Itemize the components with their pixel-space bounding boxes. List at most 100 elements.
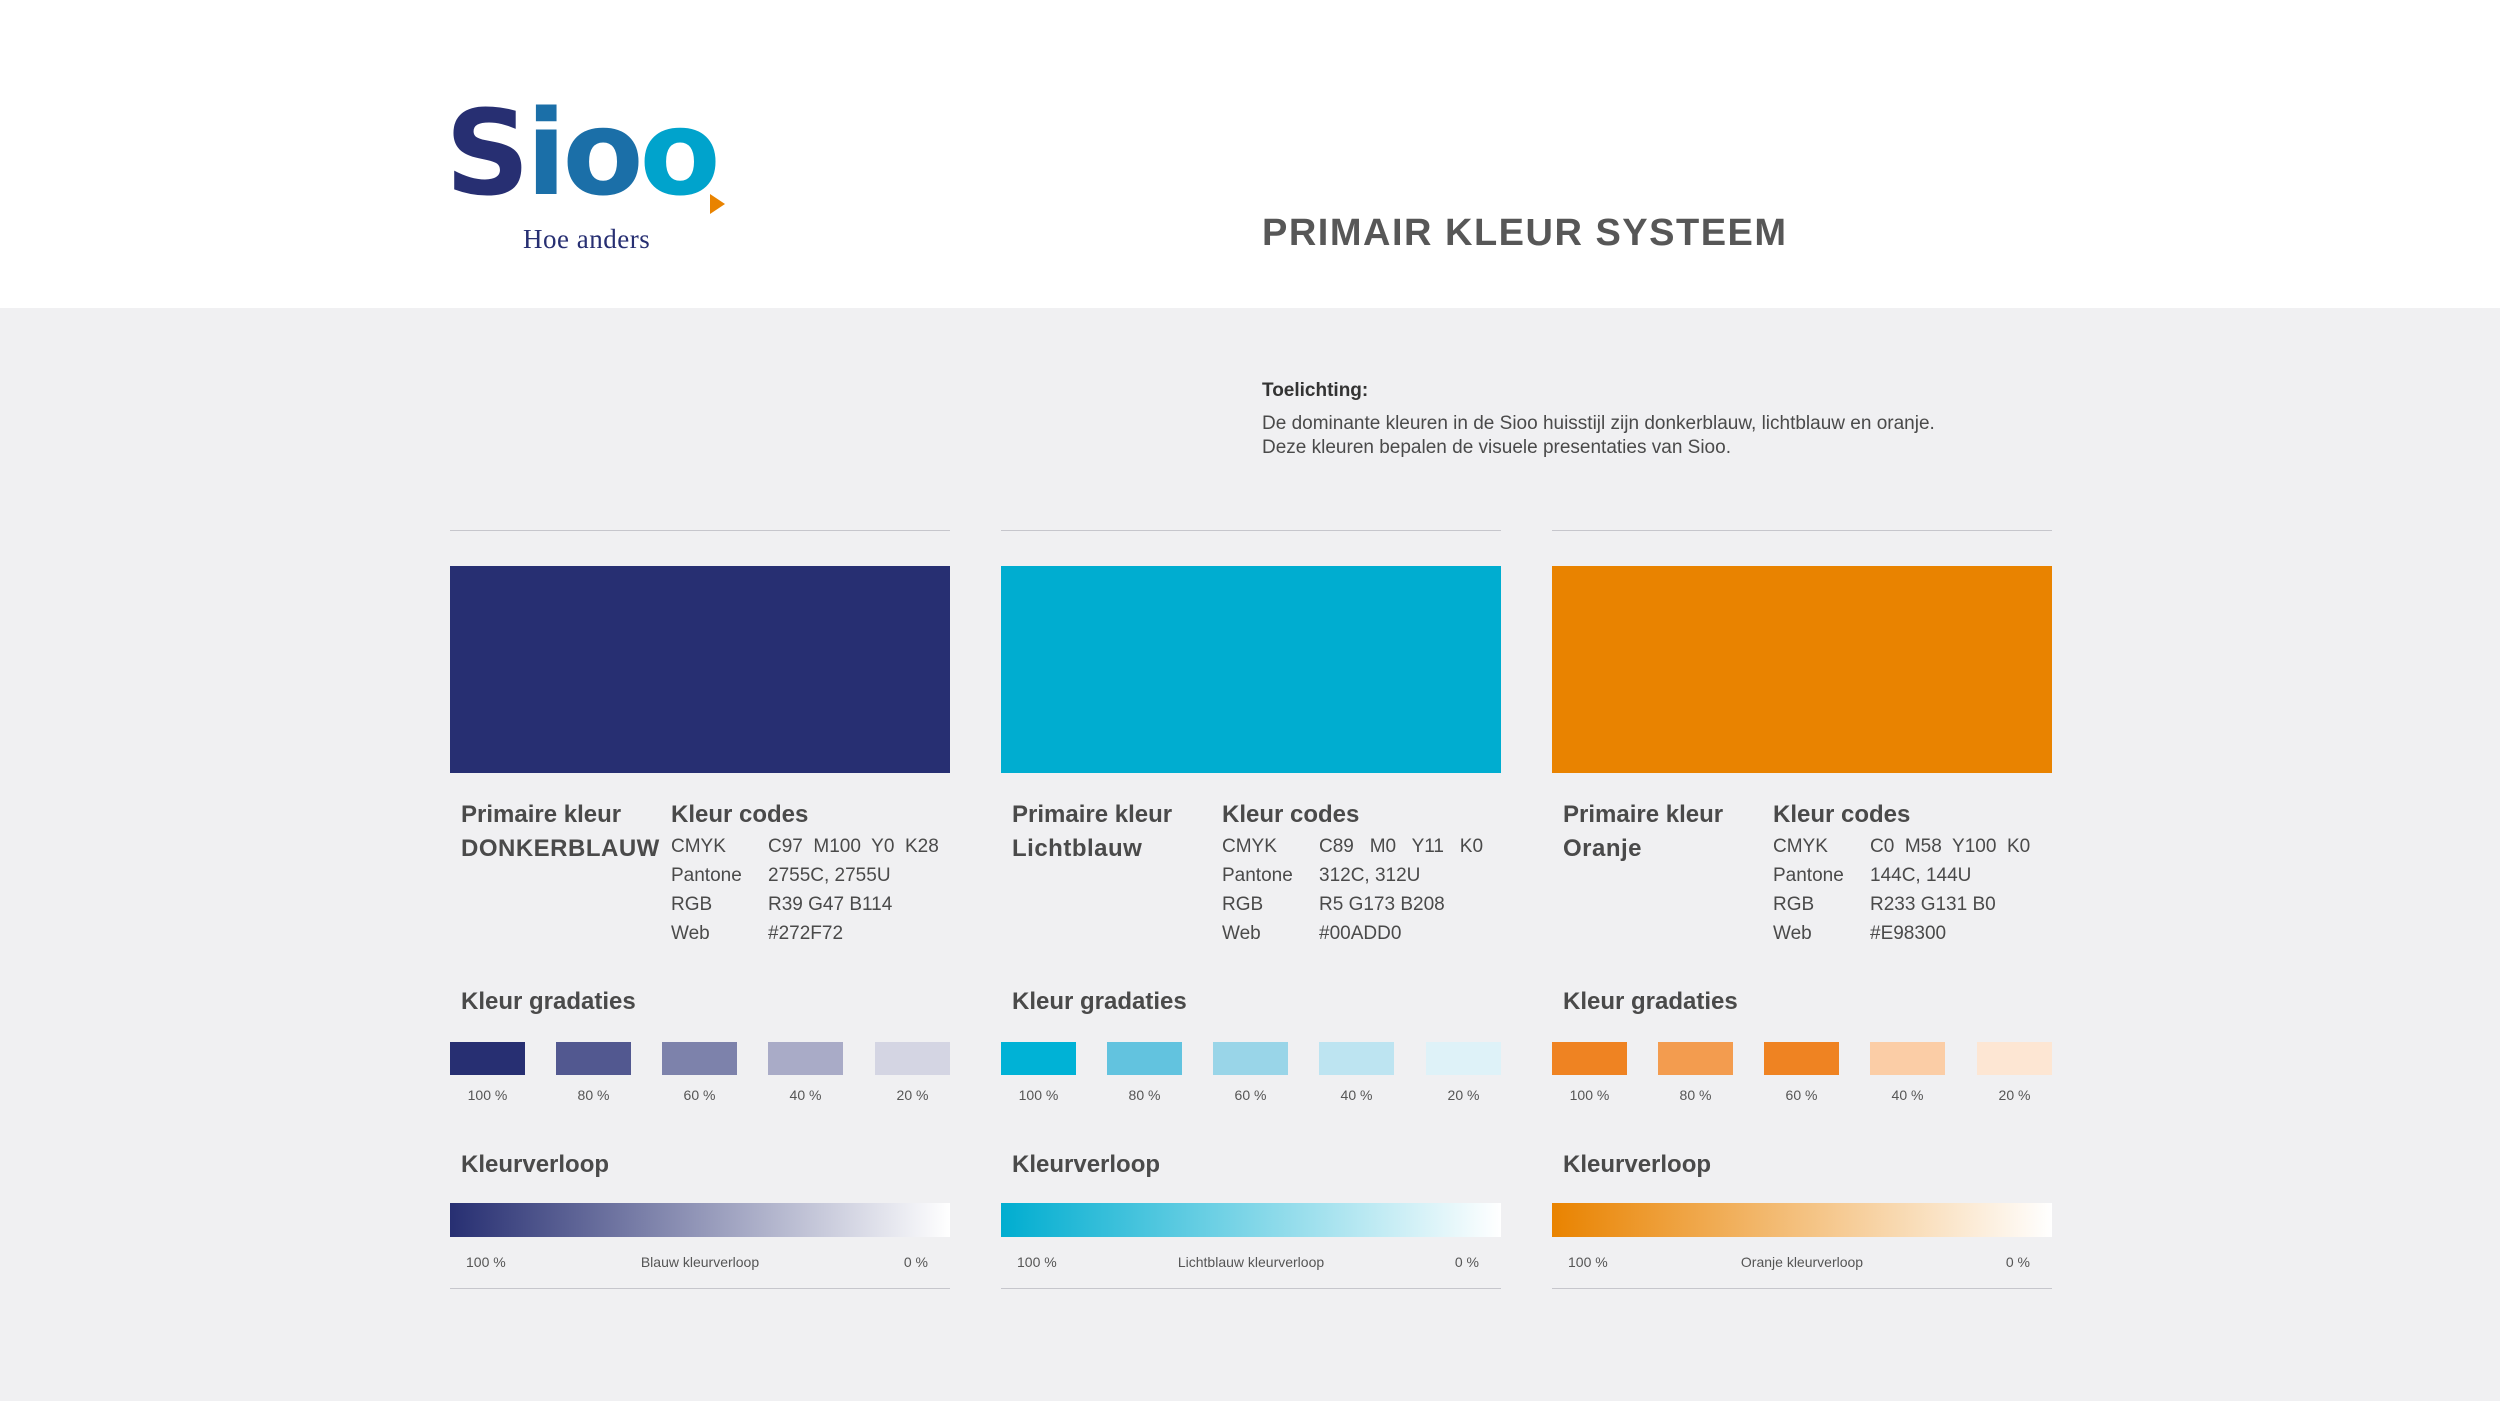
gradient-title: Kleurverloop: [1012, 1151, 1161, 1178]
tint-label: 40 %: [1891, 1087, 1924, 1103]
color-code-key: CMYK: [671, 836, 726, 857]
color-code-key: RGB: [1773, 894, 1815, 915]
divider-bottom: [450, 1288, 950, 1289]
tint-swatch: [1426, 1042, 1501, 1075]
color-code-value: C0 M58 Y100 K0: [1870, 836, 2031, 857]
color-code-row: Web #00ADD0: [1222, 919, 1512, 948]
color-code-value: C89 M0 Y11 K0: [1319, 836, 1484, 857]
logo-letter-o: o: [639, 84, 721, 222]
logo-letter-s: S: [445, 84, 530, 222]
tint-label: 100 %: [1569, 1087, 1610, 1103]
color-column-lichtblauw: Primaire kleur Lichtblauw Kleur codes CM…: [1001, 530, 1501, 1290]
color-name-label: Primaire kleur: [461, 801, 622, 828]
tint-label: 60 %: [1234, 1087, 1267, 1103]
divider-top: [450, 530, 950, 531]
color-code-row: CMYK C0 M58 Y100 K0: [1773, 832, 2063, 861]
color-code-key: RGB: [1222, 894, 1264, 915]
tint-label: 40 %: [1340, 1087, 1373, 1103]
gradient-name-label: Lichtblauw kleurverloop: [1177, 1254, 1325, 1270]
tint-swatch: [1552, 1042, 1627, 1075]
tint-label: 80 %: [1128, 1087, 1161, 1103]
gradations-title: Kleur gradaties: [461, 988, 636, 1015]
tint-swatches: 100 % 80 % 60 % 40 % 20 %: [1001, 1042, 1501, 1103]
tint-swatch: [1213, 1042, 1288, 1075]
main-color-swatch: [450, 566, 950, 773]
color-code-row: Web #272F72: [671, 919, 961, 948]
tint-label: 80 %: [1679, 1087, 1712, 1103]
color-code-value: #272F72: [768, 923, 844, 944]
divider-bottom: [1552, 1288, 2052, 1289]
color-codes: Kleur codes CMYK C97 M100 Y0 K28 Pantone 27…: [671, 798, 961, 948]
color-code-row: CMYK C89 M0 Y11 K0: [1222, 832, 1512, 861]
color-code-row: Web #E98300: [1773, 919, 2063, 948]
gradient-end-label: 0 %: [903, 1254, 928, 1270]
tint-swatch: [1977, 1042, 2052, 1075]
color-code-key: CMYK: [1222, 836, 1277, 857]
color-code-value: R39 G47 B114: [768, 894, 893, 915]
tint-label: 60 %: [683, 1087, 716, 1103]
gradations-title: Kleur gradaties: [1012, 988, 1187, 1015]
color-code-key: CMYK: [1773, 836, 1828, 857]
tint-label: 20 %: [1447, 1087, 1480, 1103]
color-code-row: Pantone 2755C, 2755U: [671, 861, 961, 890]
gradient-end-label: 0 %: [1454, 1254, 1479, 1270]
intro-text-line: De dominante kleuren in de Sioo huisstij…: [1262, 413, 1935, 434]
color-column-oranje: Primaire kleur Oranje Kleur codes CMYK C0…: [1552, 530, 2052, 1290]
color-code-key: Pantone: [671, 865, 742, 886]
logo-wordmark: Sioo: [445, 94, 721, 212]
main-color-swatch: [1001, 566, 1501, 773]
color-name-block: Primaire kleur Oranje: [1563, 798, 1763, 866]
color-code-row: RGB R5 G173 B208: [1222, 890, 1512, 919]
color-code-value: C97 M100 Y0 K28: [768, 836, 939, 857]
color-name-label: Primaire kleur: [1012, 801, 1173, 828]
tint-swatch: [1319, 1042, 1394, 1075]
gradient-start-label: 100 %: [1017, 1254, 1057, 1270]
tint-swatch: [875, 1042, 950, 1075]
gradient-start-label: 100 %: [1568, 1254, 1608, 1270]
color-code-row: CMYK C97 M100 Y0 K28: [671, 832, 961, 861]
main-color-swatch: [1552, 566, 2052, 773]
gradations-title: Kleur gradaties: [1563, 988, 1738, 1015]
intro: Toelichting: De dominante kleuren in de …: [1262, 380, 2162, 460]
color-code-value: #00ADD0: [1319, 923, 1402, 944]
color-name-label: Primaire kleur: [1563, 801, 1724, 828]
tint-swatch: [1001, 1042, 1076, 1075]
color-code-value: 2755C, 2755U: [768, 865, 891, 886]
color-name-block: Primaire kleur DONKERBLAUW: [461, 798, 661, 866]
tint-label: 100 %: [1018, 1087, 1059, 1103]
color-name-value: DONKERBLAUW: [461, 835, 660, 862]
tint-swatch: [1870, 1042, 1945, 1075]
color-codes-list: CMYK C89 M0 Y11 K0 Pantone 312C, 312U RGB R5 …: [1222, 832, 1512, 948]
gradient-title: Kleurverloop: [1563, 1151, 1712, 1178]
color-code-key: RGB: [671, 894, 713, 915]
tint-label: 40 %: [789, 1087, 822, 1103]
tint-swatch: [450, 1042, 525, 1075]
color-code-row: RGB R39 G47 B114: [671, 890, 961, 919]
color-code-value: 144C, 144U: [1870, 865, 1972, 886]
divider-top: [1001, 530, 1501, 531]
color-code-key: Web: [1773, 923, 1812, 944]
logo-letter-o: o: [562, 84, 643, 222]
color-name-value: Lichtblauw: [1012, 835, 1143, 862]
gradient-start-label: 100 %: [466, 1254, 506, 1270]
gradient-end-label: 0 %: [2005, 1254, 2030, 1270]
color-codes-title: Kleur codes: [671, 801, 809, 828]
tint-label: 20 %: [1998, 1087, 2031, 1103]
color-name-block: Primaire kleur Lichtblauw: [1012, 798, 1212, 866]
tint-label: 100 %: [467, 1087, 508, 1103]
color-codes: Kleur codes CMYK C0 M58 Y100 K0 Pantone 144…: [1773, 798, 2063, 948]
tint-swatch: [1764, 1042, 1839, 1075]
color-code-key: Pantone: [1773, 865, 1844, 886]
tint-swatch: [1658, 1042, 1733, 1075]
tint-label: 60 %: [1785, 1087, 1818, 1103]
gradient-name-label: Oranje kleurverloop: [1740, 1254, 1864, 1270]
color-code-key: Pantone: [1222, 865, 1293, 886]
color-code-row: Pantone 144C, 144U: [1773, 861, 2063, 890]
color-code-value: R233 G131 B0: [1870, 894, 1996, 915]
gradient-name-label: Blauw kleurverloop: [640, 1254, 760, 1270]
gradient-bar: [450, 1203, 950, 1237]
color-code-row: RGB R233 G131 B0: [1773, 890, 2063, 919]
color-code-row: Pantone 312C, 312U: [1222, 861, 1512, 890]
tint-swatches: 100 % 80 % 60 % 40 % 20 %: [450, 1042, 950, 1103]
intro-text-line: Deze kleuren bepalen de visuele presenta…: [1262, 437, 1731, 458]
